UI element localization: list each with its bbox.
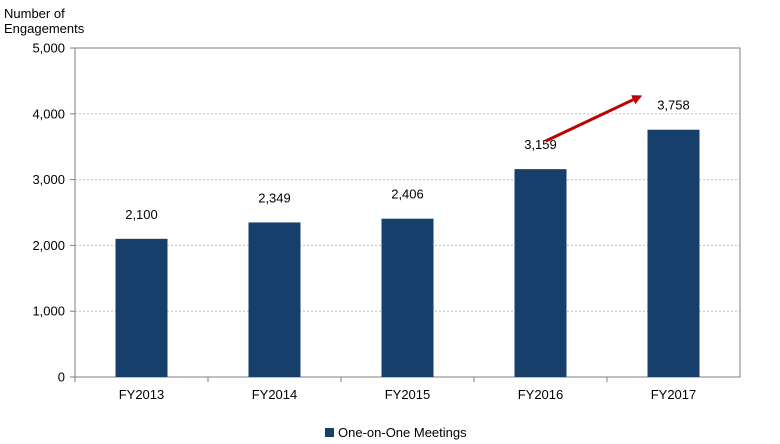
legend: One-on-One Meetings (325, 425, 467, 440)
x-tick-label: FY2017 (651, 387, 697, 402)
y-axis-title-line-1: Number of (4, 6, 65, 21)
y-tick-label: 5,000 (32, 41, 65, 56)
bar (115, 238, 168, 377)
data-label: 3,758 (657, 98, 690, 113)
legend-label: One-on-One Meetings (338, 425, 467, 440)
bar (647, 129, 700, 377)
x-tick-label: FY2014 (252, 387, 298, 402)
data-label: 2,406 (391, 187, 424, 202)
bar (381, 218, 434, 377)
y-axis-title-line-2: Engagements (4, 21, 85, 36)
y-tick-label: 4,000 (32, 106, 65, 121)
x-axis-ticks: FY2013 FY2014 FY2015 FY2016 FY2017 (74, 377, 697, 402)
x-tick-label: FY2013 (119, 387, 165, 402)
bar (514, 169, 567, 377)
y-tick-label: 3,000 (32, 172, 65, 187)
data-label: 2,100 (125, 207, 158, 222)
bar (248, 222, 301, 377)
y-tick-label: 1,000 (32, 304, 65, 319)
x-tick-label: FY2015 (385, 387, 431, 402)
y-tick-label: 2,000 (32, 238, 65, 253)
y-tick-label: 0 (58, 370, 65, 385)
trend-arrow (544, 95, 643, 143)
data-label: 2,349 (258, 190, 291, 205)
x-tick-label: FY2016 (518, 387, 564, 402)
y-axis-ticks: 0 1,000 2,000 3,000 4,000 5,000 (32, 41, 75, 385)
bars (115, 129, 700, 377)
legend-swatch (325, 428, 334, 437)
